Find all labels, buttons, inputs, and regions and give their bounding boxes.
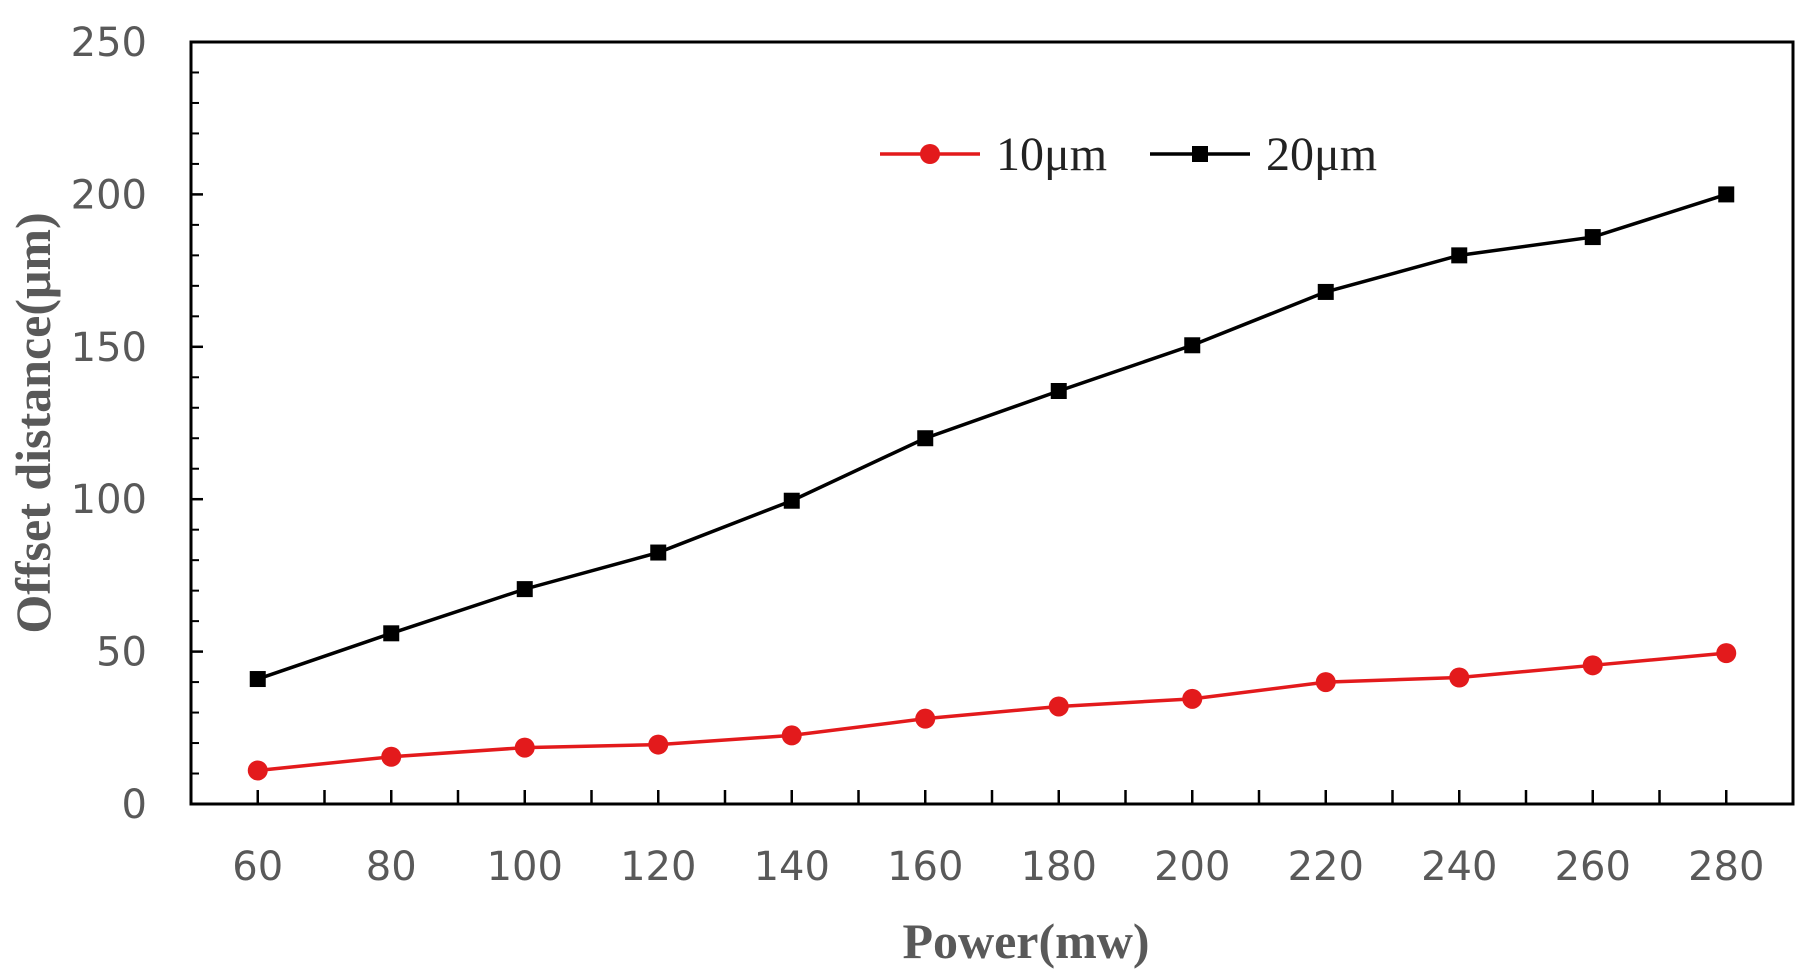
y-axis: 0 50 100 150 200 250 bbox=[71, 20, 203, 828]
x-tick-label: 120 bbox=[620, 844, 696, 890]
data-point bbox=[1718, 186, 1735, 203]
data-point bbox=[514, 737, 535, 758]
x-axis: 60 80 100 120 140 160 180 200 220 240 260 280 bbox=[232, 790, 1764, 890]
x-tick-label: 200 bbox=[1154, 844, 1230, 890]
x-tick-label: 160 bbox=[887, 844, 963, 890]
x-tick-label: 220 bbox=[1288, 844, 1364, 890]
data-point bbox=[650, 544, 667, 561]
data-point bbox=[1315, 672, 1336, 693]
x-axis-title: Power(mw) bbox=[902, 913, 1149, 969]
x-tick-label: 260 bbox=[1555, 844, 1631, 890]
plot-area bbox=[189, 40, 1795, 806]
series-layer bbox=[247, 186, 1737, 781]
data-point bbox=[1184, 337, 1201, 354]
data-point bbox=[381, 746, 402, 767]
legend-item: 20μm bbox=[1150, 128, 1377, 181]
data-point bbox=[1182, 688, 1203, 709]
data-point bbox=[1048, 696, 1069, 717]
data-point bbox=[383, 625, 400, 642]
x-tick-label: 100 bbox=[487, 844, 563, 890]
y-tick-label: 250 bbox=[71, 20, 147, 66]
data-point bbox=[1317, 283, 1334, 300]
data-point bbox=[247, 760, 268, 781]
x-tick-label: 240 bbox=[1421, 844, 1497, 890]
legend-item: 10μm bbox=[880, 128, 1107, 181]
series-line bbox=[257, 192, 1727, 681]
series-0 bbox=[247, 643, 1737, 781]
data-point bbox=[1449, 667, 1470, 688]
x-tick-label: 180 bbox=[1021, 844, 1097, 890]
legend: 10μm 20μm bbox=[880, 128, 1377, 181]
data-point bbox=[648, 734, 669, 755]
legend-label: 10μm bbox=[996, 128, 1107, 181]
data-point bbox=[1582, 655, 1603, 676]
data-point bbox=[783, 492, 800, 509]
y-tick-label: 100 bbox=[71, 477, 147, 523]
data-point bbox=[1050, 382, 1067, 399]
y-tick-label: 50 bbox=[96, 630, 147, 676]
legend-label: 20μm bbox=[1266, 128, 1377, 181]
data-point bbox=[1716, 643, 1737, 664]
x-tick-label: 140 bbox=[754, 844, 830, 890]
plot-frame bbox=[189, 40, 1795, 806]
legend-marker bbox=[1192, 146, 1208, 162]
y-tick-label: 0 bbox=[122, 782, 147, 828]
x-tick-label: 280 bbox=[1688, 844, 1764, 890]
data-point bbox=[1584, 229, 1601, 246]
x-tick-label: 80 bbox=[366, 844, 417, 890]
y-tick-label: 150 bbox=[71, 325, 147, 371]
legend-marker bbox=[920, 144, 940, 164]
data-point bbox=[781, 725, 802, 746]
y-axis-title: Offset distance(μm) bbox=[5, 212, 61, 633]
series-1 bbox=[249, 186, 1735, 688]
data-point bbox=[917, 430, 934, 447]
data-point bbox=[516, 581, 533, 598]
data-point bbox=[1451, 247, 1468, 264]
series-line bbox=[257, 651, 1727, 773]
data-point bbox=[249, 671, 266, 688]
data-point bbox=[915, 708, 936, 729]
y-tick-label: 200 bbox=[71, 172, 147, 218]
x-tick-label: 60 bbox=[232, 844, 283, 890]
